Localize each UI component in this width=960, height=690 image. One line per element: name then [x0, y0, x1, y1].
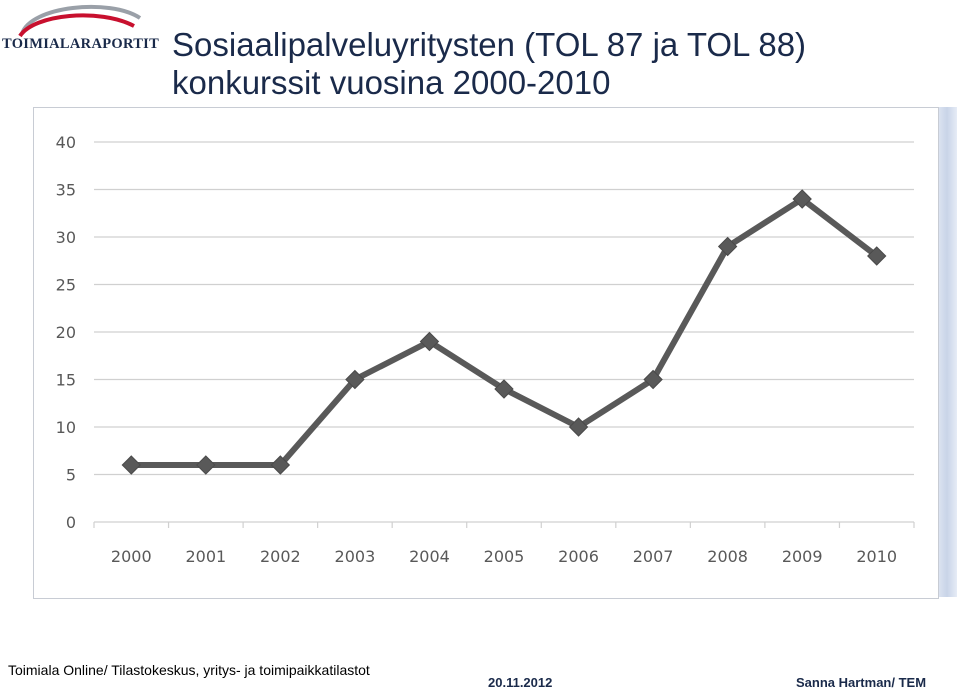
- data-point-2006: [568, 417, 589, 437]
- data-point-2008: [717, 236, 738, 257]
- line-chart: 0 5 10 15 20 25 30 35 40 2000 2001 2002 2003 2004 2005…: [56, 133, 915, 566]
- y-tick-label: 15: [56, 371, 76, 390]
- chart-edge-decoration: [937, 107, 957, 597]
- data-point-2004: [419, 331, 440, 352]
- data-point-2002: [270, 455, 291, 475]
- x-tick-label: 2004: [409, 547, 450, 566]
- data-point-2007: [643, 369, 663, 390]
- x-tick-label: 2009: [782, 547, 823, 566]
- x-tick-label: 2010: [856, 547, 897, 566]
- title-line-1: Sosiaalipalveluyritysten (TOL 87 ja TOL …: [172, 26, 807, 63]
- logo-text: TOIMIALARAPORTIT: [2, 36, 160, 52]
- data-point-2009: [792, 189, 812, 209]
- title-line-2: konkurssit vuosina 2000-2010: [172, 64, 611, 101]
- footer-source: Toimiala Online/ Tilastokeskus, yritys- …: [8, 662, 370, 678]
- data-point-2010: [867, 246, 887, 266]
- x-tick-label: 2002: [260, 547, 301, 566]
- y-tick-label: 25: [56, 276, 76, 295]
- y-tick-label: 35: [56, 181, 76, 200]
- x-tick-label: 2008: [707, 547, 748, 566]
- logo-swoosh-icon: [18, 4, 142, 38]
- data-point-2003: [345, 369, 365, 390]
- x-tick-label: 2000: [111, 547, 152, 566]
- y-tick-label: 5: [66, 466, 76, 485]
- y-tick-label: 0: [66, 513, 76, 532]
- data-point-2005: [494, 379, 514, 399]
- x-tick-label: 2006: [558, 547, 599, 566]
- y-tick-label: 20: [56, 323, 76, 342]
- y-tick-label: 30: [56, 228, 76, 247]
- data-point-2001: [196, 455, 216, 475]
- footer-date: 20.11.2012: [488, 675, 553, 690]
- page-title: Sosiaalipalveluyritysten (TOL 87 ja TOL …: [172, 26, 806, 102]
- footer-author: Sanna Hartman/ TEM: [796, 675, 927, 690]
- data-point-2000: [121, 455, 141, 475]
- y-tick-label: 40: [56, 133, 76, 152]
- x-tick-label: 2001: [185, 547, 226, 566]
- x-tick-label: 2007: [633, 547, 674, 566]
- x-tick-label: 2003: [335, 547, 376, 566]
- x-tick-label: 2005: [484, 547, 525, 566]
- chart-panel: 0 5 10 15 20 25 30 35 40 2000 2001 2002 2003 2004 2005…: [33, 107, 939, 599]
- toimialaraportit-logo: TOIMIALARAPORTIT: [0, 0, 160, 62]
- y-tick-label: 10: [56, 418, 76, 437]
